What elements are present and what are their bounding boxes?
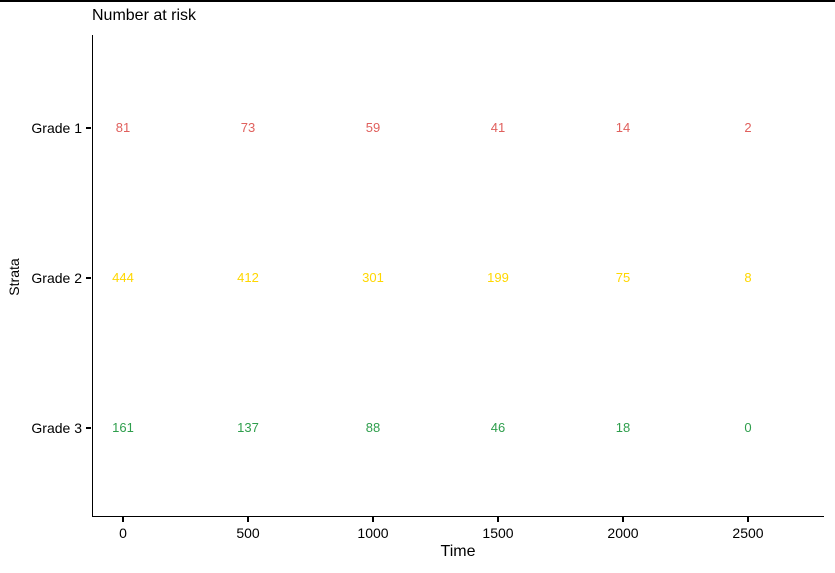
x-tick-label: 2000 xyxy=(607,525,639,541)
risk-value: 2 xyxy=(744,120,752,135)
x-axis-title: Time xyxy=(440,543,476,560)
x-tick-label: 1500 xyxy=(482,525,514,541)
risk-value: 59 xyxy=(365,120,381,135)
x-tick-mark xyxy=(747,517,749,522)
risk-value: 75 xyxy=(615,270,631,285)
risk-value: 46 xyxy=(490,420,506,435)
risk-value: 41 xyxy=(490,120,506,135)
x-tick-label: 0 xyxy=(119,525,127,541)
plot-area xyxy=(92,35,824,517)
x-tick-mark xyxy=(372,517,374,522)
risk-value: 88 xyxy=(365,420,381,435)
x-tick-label: 2500 xyxy=(732,525,764,541)
x-tick-label: 1000 xyxy=(357,525,389,541)
risk-value: 18 xyxy=(615,420,631,435)
x-tick-label: 500 xyxy=(236,525,260,541)
risk-value: 8 xyxy=(744,270,752,285)
risk-value: 301 xyxy=(362,270,384,285)
risk-value: 161 xyxy=(112,420,134,435)
risk-value: 199 xyxy=(487,270,509,285)
x-tick-mark xyxy=(622,517,624,522)
y-tick-mark xyxy=(86,127,91,129)
strata-tick-label: Grade 2 xyxy=(31,270,82,286)
risk-value: 0 xyxy=(744,420,752,435)
risk-value: 137 xyxy=(237,420,259,435)
x-tick-mark xyxy=(497,517,499,522)
y-tick-mark xyxy=(86,427,91,429)
window-top-border xyxy=(0,0,835,2)
risk-value: 14 xyxy=(615,120,631,135)
x-tick-mark xyxy=(247,517,249,522)
y-tick-mark xyxy=(86,277,91,279)
strata-tick-label: Grade 1 xyxy=(31,120,82,136)
x-tick-mark xyxy=(122,517,124,522)
strata-tick-label: Grade 3 xyxy=(31,420,82,436)
risk-value: 73 xyxy=(240,120,256,135)
risk-value: 81 xyxy=(115,120,131,135)
risk-value: 444 xyxy=(112,270,134,285)
risk-value: 412 xyxy=(237,270,259,285)
chart-title: Number at risk xyxy=(92,7,197,24)
